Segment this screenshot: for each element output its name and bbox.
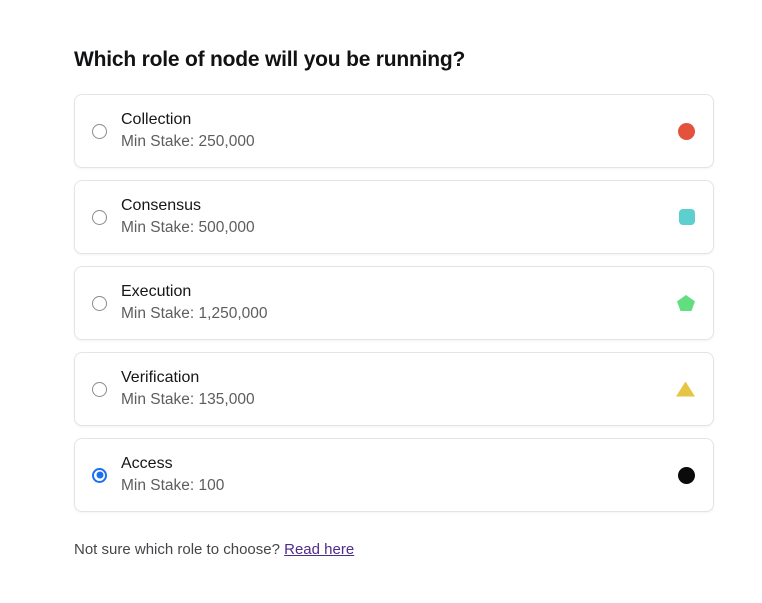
footer-question: Not sure which role to choose? bbox=[74, 541, 285, 558]
radio-button[interactable] bbox=[92, 381, 107, 397]
option-texts: Execution Min Stake: 1,250,000 bbox=[121, 281, 268, 325]
option-card-collection[interactable]: Collection Min Stake: 250,000 bbox=[74, 94, 714, 168]
option-texts: Consensus Min Stake: 500,000 bbox=[121, 195, 255, 239]
footer-note: Not sure which role to choose? Read here bbox=[74, 541, 714, 558]
triangle-icon bbox=[676, 381, 695, 397]
pentagon-icon bbox=[677, 295, 695, 311]
role-selection-form: Which role of node will you be running? … bbox=[0, 0, 714, 558]
option-min-stake: Min Stake: 100 bbox=[121, 477, 225, 494]
role-options-list: Collection Min Stake: 250,000 Consensus … bbox=[74, 94, 714, 512]
read-here-link[interactable]: Read here bbox=[284, 541, 355, 558]
radio-button[interactable] bbox=[92, 295, 107, 311]
option-name: Access bbox=[121, 455, 173, 472]
option-name: Collection bbox=[121, 111, 192, 128]
circle-icon bbox=[678, 466, 695, 484]
option-card-verification[interactable]: Verification Min Stake: 135,000 bbox=[74, 352, 714, 426]
option-card-access[interactable]: Access Min Stake: 100 bbox=[74, 438, 714, 512]
option-name: Consensus bbox=[121, 197, 202, 214]
radio-button[interactable] bbox=[92, 467, 107, 483]
option-card-execution[interactable]: Execution Min Stake: 1,250,000 bbox=[74, 266, 714, 340]
radio-button[interactable] bbox=[92, 209, 107, 225]
circle-icon bbox=[678, 122, 695, 140]
page-title: Which role of node will you be running? bbox=[74, 48, 466, 71]
option-min-stake: Min Stake: 500,000 bbox=[121, 219, 255, 236]
option-name: Verification bbox=[121, 369, 200, 386]
option-name: Execution bbox=[121, 283, 192, 300]
option-min-stake: Min Stake: 135,000 bbox=[121, 391, 255, 408]
option-min-stake: Min Stake: 250,000 bbox=[121, 133, 255, 150]
option-texts: Verification Min Stake: 135,000 bbox=[121, 367, 255, 411]
option-min-stake: Min Stake: 1,250,000 bbox=[121, 305, 268, 322]
rounded-square-icon bbox=[679, 209, 695, 225]
option-card-consensus[interactable]: Consensus Min Stake: 500,000 bbox=[74, 180, 714, 254]
option-texts: Access Min Stake: 100 bbox=[121, 453, 224, 497]
option-texts: Collection Min Stake: 250,000 bbox=[121, 109, 255, 153]
radio-button[interactable] bbox=[92, 123, 107, 139]
